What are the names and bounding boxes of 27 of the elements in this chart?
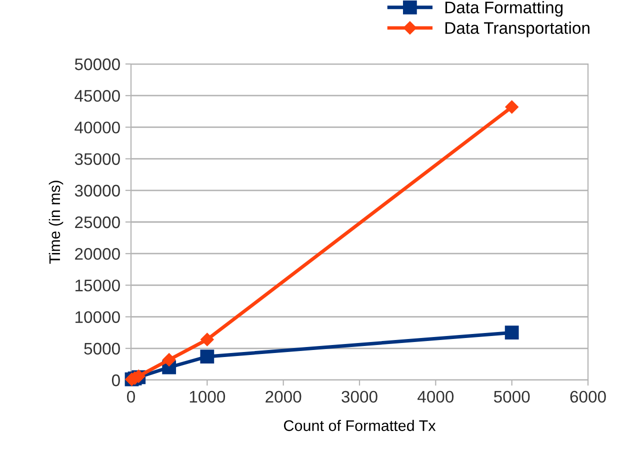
x-tick-label: 1000 [190, 390, 226, 403]
legend-label: Data Transportation [445, 22, 590, 38]
x-tick-label: 0 [127, 390, 135, 403]
point [200, 350, 214, 364]
y-tick-label: 35000 [74, 153, 120, 166]
y-tick-label: 15000 [76, 280, 120, 292]
x-tick-label: 2000 [266, 390, 302, 403]
y-tick-label: 50000 [74, 58, 120, 70]
y-tick-label: 20000 [75, 248, 120, 260]
x-tick-label: 6000 [570, 390, 606, 403]
y-tick-label: 0 [112, 374, 120, 386]
x-tick-label: 3000 [342, 390, 378, 403]
y-tick-label: 25000 [75, 216, 120, 228]
x-tick-label: 5000 [494, 390, 530, 403]
legend-label: Data Formatting [445, 1, 563, 17]
y-tick-label: 30000 [74, 184, 120, 197]
x-axis-title: Count of Formatted Tx [284, 420, 436, 432]
point [200, 332, 214, 346]
y-axis-title: Time (in ms) [48, 180, 64, 264]
point [505, 100, 518, 114]
y-tick-label: 5000 [84, 342, 120, 355]
point [162, 353, 176, 366]
x-tick-label: 4000 [418, 390, 454, 403]
y-tick-label: 40000 [74, 122, 120, 134]
y-tick-label: 10000 [76, 311, 120, 324]
y-tick-label: 45000 [74, 90, 120, 102]
point [504, 326, 519, 340]
